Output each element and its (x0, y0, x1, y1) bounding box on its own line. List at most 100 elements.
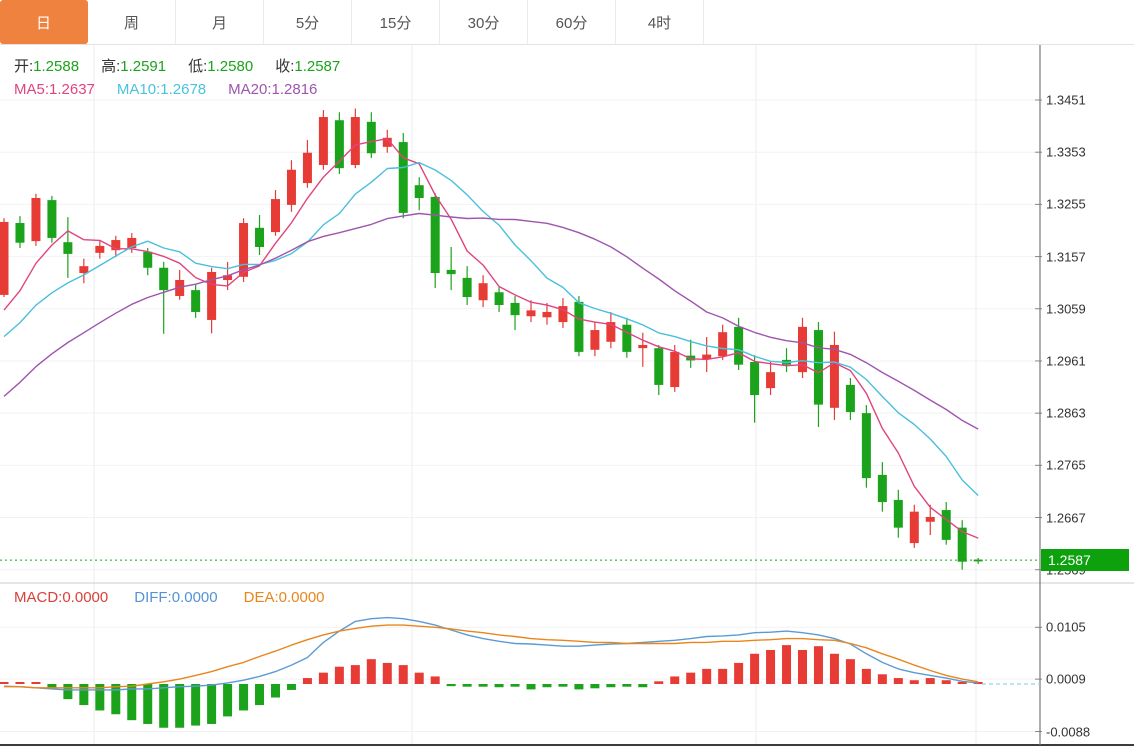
candle-body (446, 269, 456, 275)
tab-5min[interactable]: 5分 (264, 0, 352, 44)
macd-hist-bar (15, 682, 25, 684)
macd-hist-bar (95, 684, 105, 711)
candle-body (734, 326, 744, 365)
macd-hist-bar (845, 659, 855, 684)
ma20-line (3, 212, 979, 430)
candle-body (670, 351, 680, 388)
candle-body (143, 251, 153, 268)
macd-hist-bar (47, 684, 57, 689)
tab-30min[interactable]: 30分 (440, 0, 528, 44)
candle-body (350, 117, 360, 165)
ohlc-close-legend: 收:1.2587 (275, 58, 341, 75)
candle-body (622, 324, 632, 352)
tab-month[interactable]: 月 (176, 0, 264, 44)
macd-hist-bar (398, 665, 408, 684)
candle-body (574, 301, 584, 352)
candle-body (750, 362, 760, 396)
macd-hist-bar (702, 668, 712, 684)
macd-hist-bar (430, 676, 440, 684)
ma10-line (3, 161, 979, 497)
macd-hist-bar (510, 684, 520, 687)
candle-body (31, 197, 41, 242)
price-tick-label: 1.2961 (1046, 353, 1086, 369)
ma5-legend: MA5:1.2637 (14, 81, 95, 98)
macd-hist-bar (366, 659, 376, 684)
candle-body (239, 223, 249, 277)
current-price-badge: 1.2587 (1041, 549, 1129, 571)
candle-body (63, 242, 73, 254)
ohlc-legend: 开:1.2588 高:1.2591 低:1.2580 收:1.2587 (14, 55, 340, 76)
ma5-line (3, 137, 979, 539)
ma-legend: MA5:1.2637 MA10:1.2678 MA20:1.2816 (14, 81, 317, 98)
macd-diff-legend: DIFF:0.0000 (134, 589, 218, 606)
price-tick-label: 1.3255 (1046, 196, 1086, 212)
candle-body (207, 272, 217, 320)
macd-hist-bar (526, 684, 536, 690)
macd-hist-bar (973, 682, 983, 684)
candle-body (861, 413, 871, 479)
macd-hist-bar (798, 649, 807, 684)
macd-hist-bar (63, 684, 73, 700)
tab-60min[interactable]: 60分 (528, 0, 616, 44)
macd-hist-bar (270, 684, 280, 698)
ohlc-high-legend: 高:1.2591 (101, 58, 167, 75)
price-tick-label: 1.2863 (1046, 405, 1086, 421)
candle-body (191, 290, 201, 312)
candle-body (302, 152, 312, 184)
candle-body (606, 322, 616, 342)
candle-body (590, 330, 600, 350)
tab-day[interactable]: 日 (0, 0, 88, 44)
ma20-legend: MA20:1.2816 (228, 81, 318, 98)
macd-hist-bar (143, 684, 153, 724)
candle-body (973, 559, 983, 562)
macd-hist-bar (111, 684, 121, 715)
macd-hist-bar (558, 684, 568, 687)
candle-body (398, 142, 408, 213)
macd-hist-bar (175, 684, 185, 728)
macd-macd-legend: MACD:0.0000 (14, 589, 109, 606)
candle-body (510, 302, 520, 316)
macd-hist-bar (159, 684, 169, 728)
macd-hist-bar (31, 682, 41, 684)
ohlc-low-legend: 低:1.2580 (188, 58, 254, 75)
macd-dea-legend: DEA:0.0000 (243, 589, 325, 606)
price-tick-label: 1.3059 (1046, 301, 1086, 317)
candle-body (255, 227, 265, 247)
candle-body (829, 344, 839, 408)
macd-tick-label: 0.0009 (1046, 671, 1086, 687)
candle-body (638, 344, 648, 349)
timeframe-tabbar: 日周月 5分 15分 30分 60分 4时 (0, 0, 1134, 45)
macd-hist-bar (893, 678, 903, 684)
tab-4hour[interactable]: 4时 (616, 0, 704, 44)
candle-body (159, 267, 169, 291)
diff-line (3, 616, 979, 691)
candle-body (925, 516, 935, 522)
macd-hist-bar (414, 672, 424, 684)
price-tick-label: 1.2765 (1046, 457, 1086, 473)
macd-hist-bar (718, 668, 728, 684)
macd-legend: MACD:0.0000 DIFF:0.0000 DEA:0.0000 (14, 589, 325, 606)
macd-hist-bar (861, 668, 871, 684)
candle-body (79, 266, 89, 274)
macd-hist-bar (127, 684, 137, 721)
macd-hist-bar (654, 681, 664, 684)
tab-week[interactable]: 周 (88, 0, 176, 44)
candle-body (47, 200, 57, 238)
macd-hist-bar (223, 684, 233, 717)
macd-hist-bar (877, 674, 887, 684)
candle-body (893, 499, 903, 528)
candle-body (127, 237, 137, 249)
macd-hist-bar (638, 684, 648, 688)
macd-hist-bar (829, 653, 839, 684)
macd-hist-bar (670, 676, 680, 684)
macd-hist-bar (318, 672, 328, 684)
macd-hist-bar (590, 684, 600, 689)
macd-hist-bar (782, 645, 792, 684)
macd-hist-bar (382, 662, 392, 684)
candle-body (462, 277, 472, 298)
candle-body (334, 120, 344, 169)
macd-hist-bar (542, 684, 552, 688)
tab-15min[interactable]: 15分 (352, 0, 440, 44)
candle-body (478, 283, 488, 301)
